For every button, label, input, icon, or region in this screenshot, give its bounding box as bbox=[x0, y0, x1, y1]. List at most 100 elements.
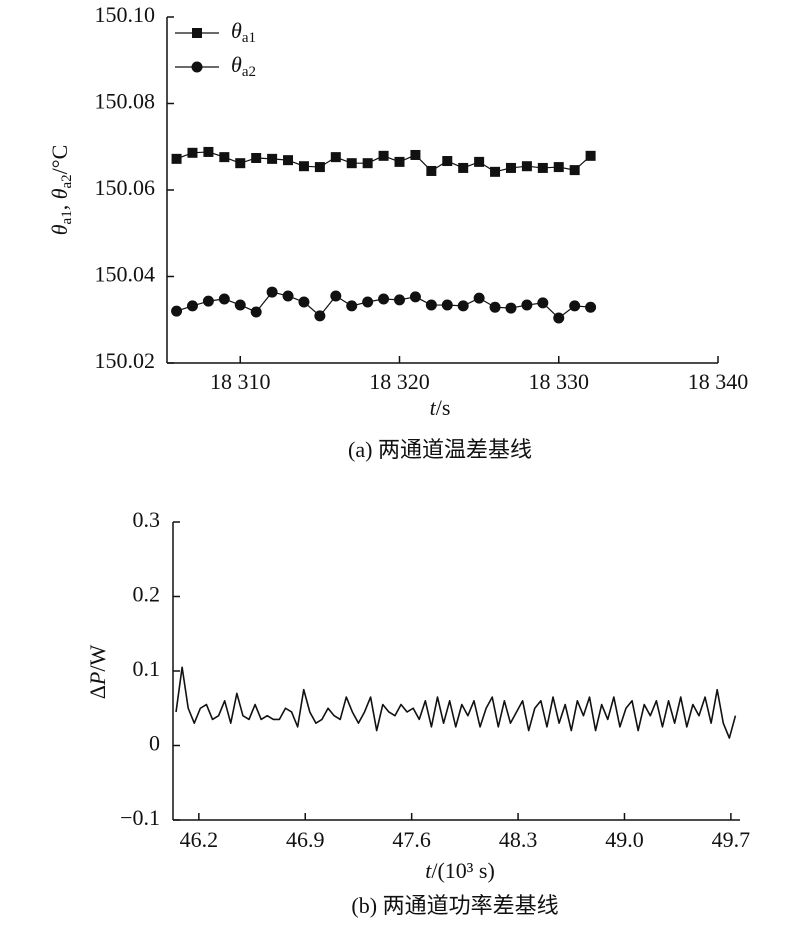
marker bbox=[537, 297, 549, 309]
y-axis-label: θa1, θa2/°C bbox=[47, 145, 75, 236]
marker bbox=[569, 300, 581, 312]
marker bbox=[298, 161, 309, 172]
y-axis-label-part: θ bbox=[47, 224, 72, 235]
x-axis-label-part: t bbox=[430, 395, 437, 420]
y-tick-label: 0 bbox=[149, 731, 160, 756]
y-tick-label: 150.04 bbox=[95, 262, 156, 287]
x-axis-label: t/s bbox=[430, 395, 451, 420]
marker bbox=[378, 150, 389, 161]
x-tick-label: 18 340 bbox=[688, 369, 749, 394]
x-tick-label: 48.3 bbox=[499, 827, 538, 852]
marker bbox=[218, 293, 230, 305]
marker bbox=[346, 300, 358, 312]
marker bbox=[490, 166, 501, 177]
marker bbox=[266, 286, 278, 298]
marker bbox=[203, 146, 214, 157]
marker bbox=[346, 158, 357, 169]
y-tick-label: 0.1 bbox=[133, 656, 161, 681]
y-tick-label: 0.2 bbox=[133, 582, 161, 607]
marker bbox=[267, 153, 278, 164]
marker bbox=[362, 296, 374, 308]
y-axis-label: ΔP/W bbox=[85, 645, 110, 700]
marker bbox=[283, 155, 294, 166]
caption: (a) 两通道温差基线 bbox=[348, 437, 532, 462]
marker bbox=[474, 156, 485, 167]
marker bbox=[521, 299, 533, 311]
x-tick-label: 49.7 bbox=[712, 827, 751, 852]
marker bbox=[426, 165, 437, 176]
legend-name: θ bbox=[231, 18, 242, 43]
marker bbox=[585, 301, 597, 313]
caption: (b) 两通道功率差基线 bbox=[351, 893, 558, 918]
marker bbox=[250, 306, 262, 318]
x-tick-label: 46.2 bbox=[180, 827, 219, 852]
marker bbox=[458, 162, 469, 173]
marker bbox=[378, 293, 390, 305]
legend-subscript: a2 bbox=[242, 64, 256, 80]
marker bbox=[442, 156, 453, 167]
legend-name: θ bbox=[231, 52, 242, 77]
legend-marker bbox=[191, 61, 203, 73]
marker bbox=[473, 292, 485, 304]
marker bbox=[362, 158, 373, 169]
marker bbox=[171, 305, 183, 317]
marker bbox=[282, 290, 294, 302]
marker bbox=[187, 147, 198, 158]
marker bbox=[537, 162, 548, 173]
y-axis-label-part: θ bbox=[47, 188, 72, 199]
x-axis-label-part: t bbox=[425, 858, 432, 883]
y-axis-label-part: a2 bbox=[59, 174, 75, 188]
marker bbox=[553, 162, 564, 173]
y-tick-label: 150.08 bbox=[95, 89, 156, 114]
y-tick-label: 150.06 bbox=[95, 175, 156, 200]
marker bbox=[521, 161, 532, 172]
marker bbox=[394, 156, 405, 167]
marker bbox=[505, 162, 516, 173]
x-tick-label: 18 330 bbox=[529, 369, 590, 394]
data-line bbox=[175, 666, 737, 739]
marker bbox=[425, 299, 437, 311]
y-axis-label-part: a1 bbox=[59, 210, 75, 224]
y-axis-label-part: , bbox=[47, 199, 72, 210]
legend-label: θa2 bbox=[231, 52, 256, 80]
marker bbox=[219, 152, 230, 163]
y-tick-label: 150.02 bbox=[95, 348, 156, 373]
x-tick-label: 47.6 bbox=[392, 827, 431, 852]
marker bbox=[314, 162, 325, 173]
y-tick-label: 0.3 bbox=[133, 507, 161, 532]
x-axis-label-part: /s bbox=[436, 395, 451, 420]
marker bbox=[410, 149, 421, 160]
marker bbox=[330, 290, 342, 302]
y-axis-label-part: /°C bbox=[47, 145, 72, 175]
marker bbox=[441, 299, 453, 311]
marker bbox=[585, 150, 596, 161]
x-tick-label: 18 310 bbox=[210, 369, 271, 394]
x-axis-label: t/(10³ s) bbox=[425, 858, 495, 883]
y-axis-label-part: Δ bbox=[85, 685, 110, 699]
y-tick-label: 150.10 bbox=[95, 2, 156, 27]
x-tick-label: 46.9 bbox=[286, 827, 325, 852]
x-axis-label-part: /(10³ s) bbox=[431, 858, 494, 883]
marker bbox=[171, 153, 182, 164]
marker bbox=[298, 296, 310, 308]
marker bbox=[457, 300, 469, 312]
marker bbox=[234, 299, 246, 311]
marker bbox=[186, 300, 198, 312]
marker bbox=[330, 152, 341, 163]
x-tick-label: 49.0 bbox=[605, 827, 644, 852]
marker bbox=[235, 158, 246, 169]
legend-label: θa1 bbox=[231, 18, 256, 46]
marker bbox=[409, 291, 421, 303]
legend-marker bbox=[192, 28, 202, 38]
marker bbox=[505, 302, 517, 314]
y-tick-label: −0.1 bbox=[120, 805, 160, 830]
marker bbox=[314, 310, 326, 322]
x-tick-label: 18 320 bbox=[369, 369, 430, 394]
marker bbox=[394, 294, 406, 306]
y-axis-label-part: /W bbox=[85, 645, 110, 672]
marker bbox=[553, 312, 565, 324]
y-axis-label-part: P bbox=[85, 672, 110, 686]
marker bbox=[489, 301, 501, 313]
marker bbox=[251, 152, 262, 163]
